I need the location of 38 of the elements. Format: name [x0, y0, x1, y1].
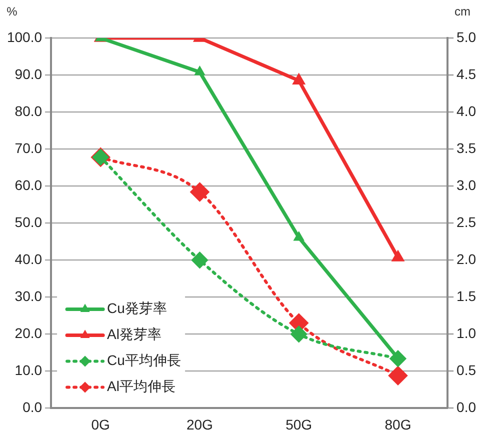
y2-tick-label: 0.5 — [456, 362, 476, 378]
y2-tick-label: 0.0 — [456, 399, 476, 416]
x-tick-label: 80G — [384, 416, 412, 432]
point — [293, 231, 304, 241]
y-tick-label: 80.0 — [14, 102, 42, 119]
legend-label: Al平均伸長 — [107, 378, 176, 394]
legend-label: Cu発芽率 — [107, 300, 167, 316]
y-tick-label: 60.0 — [14, 176, 42, 193]
legend-label: Cu平均伸長 — [107, 352, 181, 368]
y-tick-label: 0.0 — [22, 399, 42, 416]
y-axis-title: % — [6, 4, 18, 18]
y-tick-label: 100.0 — [6, 28, 42, 45]
y-tick-label: 50.0 — [14, 214, 42, 230]
y2-axis-title: cm — [454, 4, 471, 18]
x-tick-label: 50G — [286, 416, 312, 432]
point — [190, 182, 210, 202]
point — [290, 326, 308, 343]
y2-tick-label: 5.0 — [456, 28, 476, 45]
y-tick-label: 70.0 — [14, 140, 42, 156]
legend-label: Al発芽率 — [107, 326, 162, 342]
y2-tick-label: 2.5 — [456, 214, 476, 230]
y2-tick-label: 4.5 — [456, 66, 476, 82]
y2-tick-label: 3.5 — [456, 140, 476, 156]
y2-tick-label: 2.0 — [456, 250, 476, 267]
y-tick-label: 30.0 — [14, 288, 42, 304]
point — [391, 250, 405, 262]
y2-tick-label: 3.0 — [456, 176, 476, 193]
y-tick-label: 10.0 — [14, 362, 42, 378]
x-tick-label: 20G — [186, 416, 213, 432]
y-tick-label: 90.0 — [14, 66, 42, 82]
point — [388, 366, 408, 386]
point — [191, 252, 208, 269]
y2-tick-label: 4.0 — [456, 102, 476, 119]
y-tick-label: 40.0 — [14, 250, 42, 267]
y2-tick-label: 1.5 — [456, 288, 476, 304]
x-tick-label: 0G — [91, 416, 110, 432]
y2-tick-label: 1.0 — [456, 325, 476, 342]
y-tick-label: 20.0 — [14, 325, 42, 342]
